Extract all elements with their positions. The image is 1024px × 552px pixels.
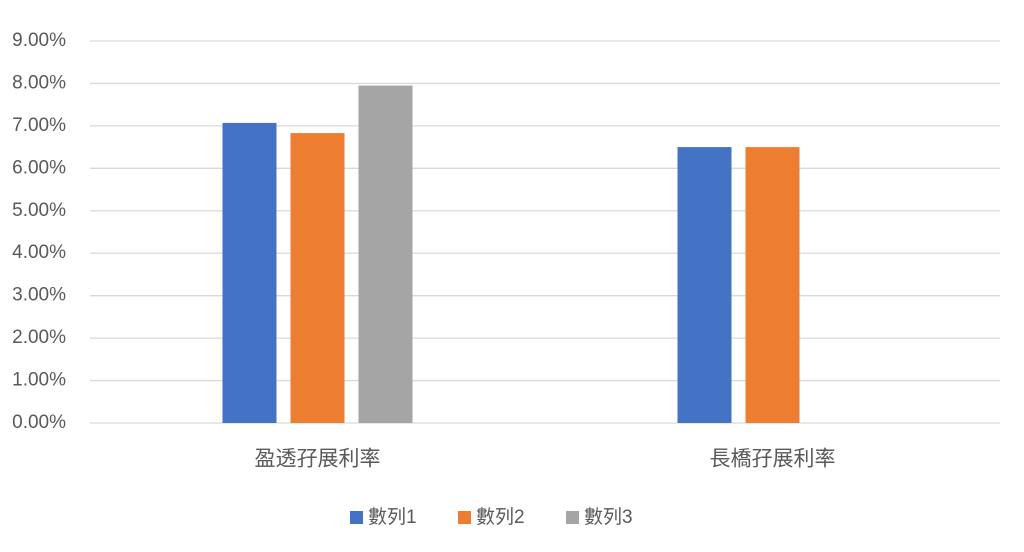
x-tick-label: 盈透孖展利率 xyxy=(255,448,381,471)
legend-swatch xyxy=(458,511,471,524)
bar xyxy=(677,147,732,423)
bar xyxy=(745,147,800,423)
y-tick-label: 6.00% xyxy=(12,157,66,178)
y-tick-label: 0.00% xyxy=(12,412,66,433)
legend-swatch xyxy=(566,511,579,524)
bar xyxy=(290,133,345,424)
y-tick-label: 7.00% xyxy=(12,115,66,136)
y-tick-label: 5.00% xyxy=(12,200,66,221)
y-tick-label: 1.00% xyxy=(12,370,66,391)
legend-label: 數列3 xyxy=(584,506,633,528)
y-tick-label: 8.00% xyxy=(12,72,66,93)
legend-label: 數列1 xyxy=(368,506,417,528)
y-tick-label: 3.00% xyxy=(12,285,66,306)
bar xyxy=(358,85,413,424)
bar xyxy=(222,122,277,423)
x-tick-label: 長橋孖展利率 xyxy=(710,448,836,471)
y-tick-label: 4.00% xyxy=(12,242,66,263)
legend-label: 數列2 xyxy=(476,506,525,528)
y-tick-label: 2.00% xyxy=(12,327,66,348)
legend-swatch xyxy=(350,511,363,524)
y-tick-label: 9.00% xyxy=(12,30,66,51)
